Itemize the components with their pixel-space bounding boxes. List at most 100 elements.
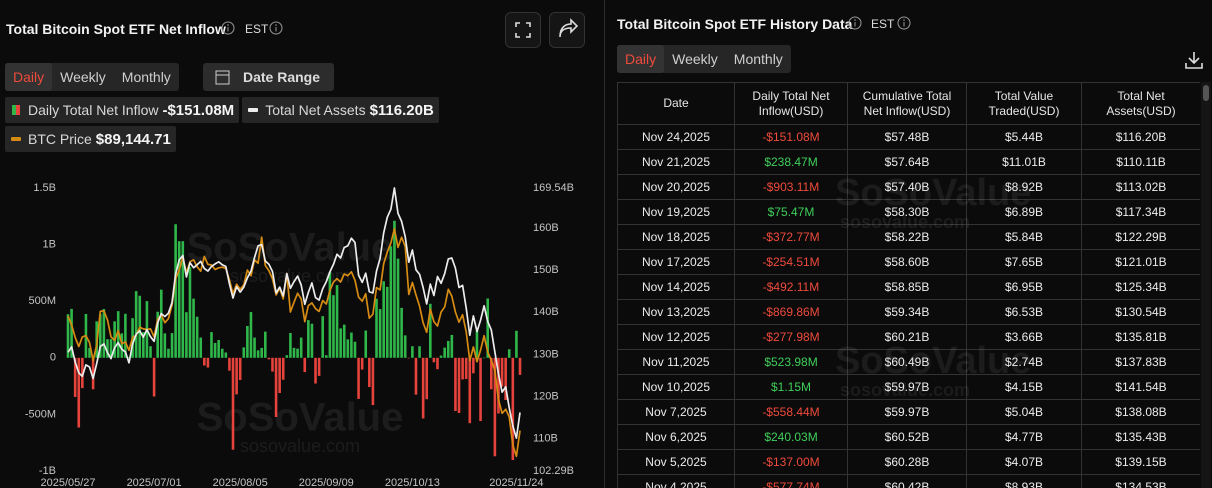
share-button[interactable]	[549, 12, 585, 48]
table-cell: Nov 5,2025	[617, 449, 735, 475]
bar	[385, 286, 389, 358]
table-cell: -$254.51M	[734, 249, 848, 275]
bar	[357, 357, 360, 399]
bar	[472, 357, 475, 374]
info-icon[interactable]	[269, 21, 283, 35]
info-icon[interactable]	[221, 21, 235, 35]
bar	[497, 357, 500, 414]
bar	[486, 298, 490, 358]
bar	[81, 357, 84, 389]
bar	[507, 349, 511, 358]
table-cell: $117.34B	[1081, 199, 1200, 225]
bar	[170, 333, 174, 358]
table-cell: $58.22B	[847, 224, 967, 250]
info-icon[interactable]	[848, 16, 862, 30]
info-icon[interactable]	[897, 16, 911, 30]
tab[interactable]: Monthly	[733, 51, 783, 67]
table-cell: $60.28B	[847, 449, 967, 475]
column-header: Date	[617, 82, 735, 125]
line	[67, 187, 521, 439]
table-cell: $4.07B	[966, 449, 1082, 475]
bar	[249, 312, 253, 358]
table-cell: $523.98M	[734, 349, 848, 375]
bar	[443, 347, 446, 358]
bar	[285, 355, 289, 358]
legend-value: $89,144.71	[95, 130, 171, 148]
bar	[324, 355, 328, 358]
table-cell: $60.42B	[847, 474, 967, 488]
watermark: sosovalue.com	[240, 436, 360, 456]
table-cell: Nov 10,2025	[617, 374, 735, 400]
table-cell: -$869.86M	[734, 299, 848, 325]
legend-icon	[248, 108, 259, 112]
column-header: Total Net Assets(USD)	[1081, 82, 1200, 125]
bar	[479, 357, 482, 422]
table-cell: $60.52B	[847, 424, 967, 450]
table-cell: $7.65B	[966, 249, 1082, 275]
table-cell: $57.64B	[847, 149, 967, 175]
table-cell: $137.83B	[1081, 349, 1200, 375]
bar	[98, 314, 102, 358]
table-cell: $58.85B	[847, 274, 967, 300]
legend-swatch	[16, 105, 20, 115]
table-row: Nov 4,2025 -$577.74M $60.42B $8.93B $134.53B	[617, 474, 1200, 488]
table-cell: $5.44B	[966, 124, 1082, 150]
download-icon[interactable]	[1184, 50, 1204, 70]
table-cell: $4.15B	[966, 374, 1082, 400]
bar	[224, 352, 228, 358]
tab[interactable]: Daily	[5, 63, 53, 91]
legend-label: Daily Total Net Inflow	[28, 102, 159, 118]
table-cell: $2.74B	[966, 349, 1082, 375]
table-cell: $6.89B	[966, 199, 1082, 225]
scroll-thumb[interactable]	[1203, 85, 1209, 101]
y-tick-label: 1.5B	[33, 182, 56, 194]
tab[interactable]: Weekly	[60, 69, 106, 85]
bar	[256, 350, 260, 358]
bar	[403, 335, 407, 358]
table-row: Nov 17,2025 -$254.51M $58.60B $7.65B $121.01…	[617, 249, 1200, 275]
table-cell: $5.84B	[966, 224, 1082, 250]
bar	[464, 357, 468, 379]
bar	[159, 289, 163, 358]
table-cell: $121.01B	[1081, 249, 1200, 275]
fullscreen-button[interactable]	[505, 12, 541, 48]
bar	[389, 246, 393, 358]
tab[interactable]: Monthly	[121, 69, 171, 85]
bar	[185, 312, 188, 358]
bar	[317, 357, 321, 376]
bar	[321, 316, 324, 358]
bar	[439, 355, 443, 358]
period-tabs: Daily Weekly Monthly	[5, 63, 179, 91]
table-cell: $116.20B	[1081, 124, 1200, 150]
bar	[267, 357, 271, 360]
table-cell: Nov 19,2025	[617, 199, 735, 225]
tab[interactable]: Weekly	[672, 51, 718, 67]
bar	[346, 339, 350, 358]
table-row: Nov 18,2025 -$372.77M $58.22B $5.84B $122.29…	[617, 224, 1200, 250]
table-cell: Nov 17,2025	[617, 249, 735, 275]
bar	[109, 339, 113, 358]
bar	[88, 347, 91, 358]
table-cell: Nov 14,2025	[617, 274, 735, 300]
bar	[482, 357, 486, 359]
bar	[411, 346, 414, 358]
legend: Daily Total Net Inflow -$151.08M Total Net…	[5, 97, 485, 152]
table-cell: $141.54B	[1081, 374, 1200, 400]
table-cell: -$492.11M	[734, 274, 848, 300]
bar	[213, 342, 217, 358]
bar	[407, 357, 411, 359]
x-tick-label: 2025/09/09	[299, 477, 354, 488]
date-range-button[interactable]: Date Range	[203, 63, 334, 91]
bar	[360, 357, 364, 370]
bar	[432, 357, 436, 363]
bar	[490, 357, 493, 390]
scrollbar[interactable]	[1201, 82, 1211, 488]
tab[interactable]: Daily	[617, 45, 665, 73]
bar	[217, 340, 220, 358]
bar	[188, 267, 192, 358]
bar	[518, 357, 522, 375]
bar	[375, 298, 378, 358]
history-table: Date Daily Total Net Inflow(USD) Cumulativ…	[617, 82, 1200, 488]
bar	[353, 341, 357, 358]
